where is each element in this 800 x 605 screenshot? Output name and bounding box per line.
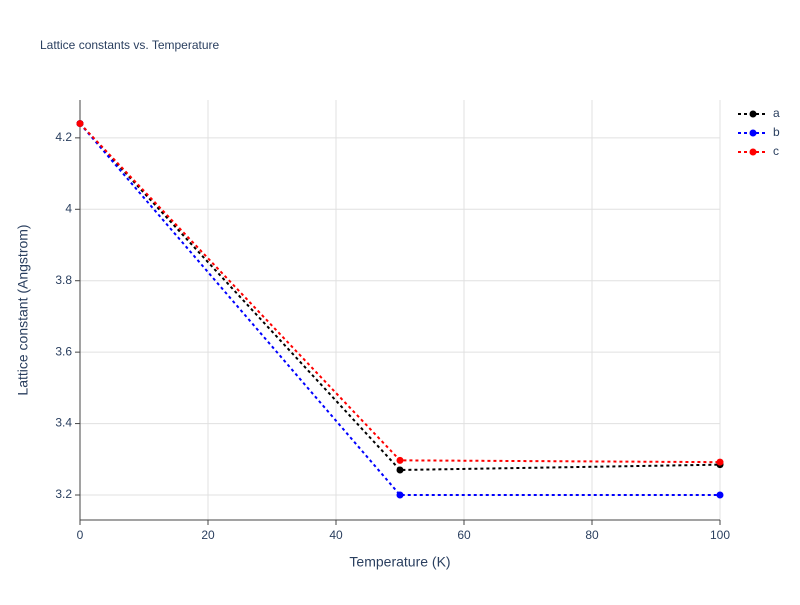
data-point xyxy=(396,466,404,474)
legend-label: c xyxy=(773,144,779,158)
series-line xyxy=(79,122,721,464)
x-tick-label: 40 xyxy=(329,528,343,542)
x-tick-label: 100 xyxy=(710,528,730,542)
y-tick-label: 3.2 xyxy=(55,487,72,501)
x-tick-label: 0 xyxy=(77,528,84,542)
legend-marker xyxy=(749,110,757,118)
legend-label: b xyxy=(773,125,780,139)
y-tick-label: 4 xyxy=(65,201,72,215)
data-point xyxy=(396,491,404,499)
y-axis-title: Lattice constant (Angstrom) xyxy=(15,224,31,395)
series-line xyxy=(79,122,721,472)
x-tick-label: 80 xyxy=(585,528,599,542)
legend-marker xyxy=(749,148,757,156)
chart-title: Lattice constants vs. Temperature xyxy=(40,38,220,52)
x-axis-title: Temperature (K) xyxy=(349,554,450,570)
x-tick-label: 60 xyxy=(457,528,471,542)
series-line xyxy=(79,122,720,496)
y-tick-label: 4.2 xyxy=(55,130,72,144)
y-tick-label: 3.8 xyxy=(55,273,72,287)
x-tick-label: 20 xyxy=(201,528,215,542)
legend-label: a xyxy=(773,106,780,120)
data-point xyxy=(716,491,724,499)
legend-marker xyxy=(749,129,757,137)
data-point xyxy=(396,456,404,464)
y-tick-label: 3.4 xyxy=(55,416,72,430)
data-point xyxy=(76,120,84,128)
data-point xyxy=(716,458,724,466)
y-tick-label: 3.6 xyxy=(55,344,72,358)
